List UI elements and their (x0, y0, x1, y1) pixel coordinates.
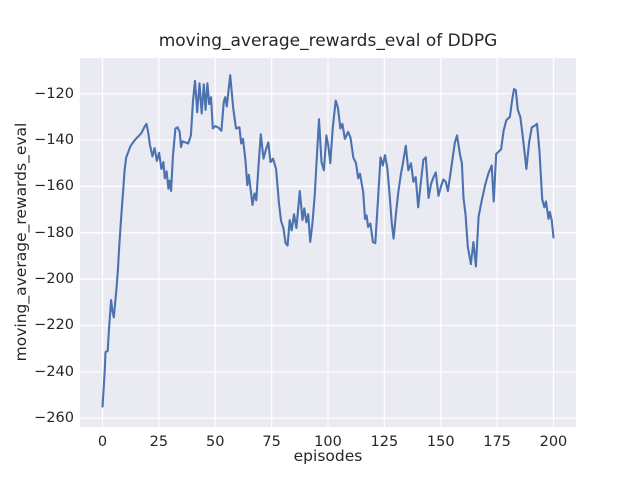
x-tick-label: 25 (149, 434, 169, 450)
y-tick-label: −240 (34, 363, 74, 380)
y-tick-label: −120 (34, 85, 74, 102)
y-tick-label: −140 (34, 132, 74, 149)
data-line-moving_average_rewards_eval (101, 74, 555, 408)
y-tick-label: −260 (34, 410, 74, 427)
x-tick-label: 50 (206, 434, 225, 450)
y-tick-label: −200 (34, 271, 74, 288)
y-tick-label: −180 (34, 224, 74, 241)
x-tick-label: 175 (483, 434, 511, 450)
x-axis-label: episodes (293, 447, 363, 465)
line-chart (80, 58, 576, 427)
y-tick-label: −220 (34, 317, 74, 334)
y-tick-label: −160 (34, 178, 74, 195)
x-tick-label: 150 (426, 434, 455, 450)
y-axis-label: moving_average_rewards_eval (12, 122, 30, 362)
plot-area (80, 58, 576, 427)
x-tick-label: 0 (97, 434, 108, 450)
x-tick-label: 75 (262, 434, 281, 450)
chart-title: moving_average_rewards_eval of DDPG (158, 31, 498, 51)
x-tick-label: 100 (314, 434, 342, 450)
x-tick-label: 125 (370, 434, 399, 450)
x-tick-label: 200 (539, 434, 568, 450)
